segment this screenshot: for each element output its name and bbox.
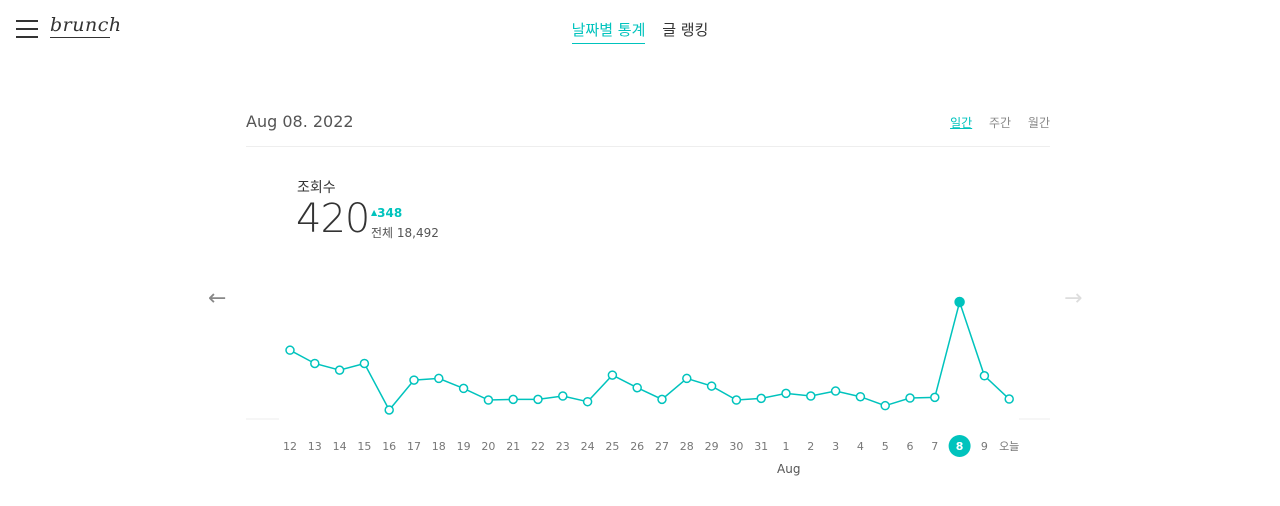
data-point[interactable] <box>756 393 766 404</box>
data-point[interactable] <box>483 395 494 405</box>
data-point[interactable] <box>706 381 717 391</box>
data-point[interactable] <box>533 394 543 405</box>
x-tick-label[interactable]: 23 <box>556 440 570 453</box>
data-point[interactable] <box>657 394 667 405</box>
data-point[interactable] <box>582 396 593 407</box>
data-point[interactable] <box>310 358 320 369</box>
month-label: Aug <box>777 462 801 476</box>
metric-title: 조회수 <box>297 180 336 196</box>
date-row: Aug 08. 2022 일간 주간 월간 <box>246 112 1050 147</box>
x-tick-label[interactable]: 2 <box>807 440 814 453</box>
x-tick-label[interactable]: 5 <box>882 440 889 453</box>
x-tick-label[interactable]: 4 <box>857 440 864 453</box>
data-point[interactable] <box>979 371 990 381</box>
data-point[interactable] <box>930 392 940 403</box>
arrow-left-icon[interactable]: ← <box>208 286 227 311</box>
x-tick-label[interactable]: 9 <box>981 440 988 453</box>
x-tick-label[interactable]: 14 <box>333 440 347 453</box>
x-tick-label[interactable]: 30 <box>729 440 743 453</box>
tab-post-ranking[interactable]: 글 랭킹 <box>662 21 709 39</box>
data-point[interactable] <box>830 386 841 396</box>
x-tick-label[interactable]: 17 <box>407 440 421 453</box>
data-point[interactable] <box>682 373 692 384</box>
data-point[interactable] <box>880 400 890 411</box>
data-point[interactable] <box>558 391 568 401</box>
hamburger-menu-icon[interactable] <box>16 20 38 38</box>
tab-daily-stats[interactable]: 날짜별 통계 <box>571 19 646 44</box>
total-views: 전체 18,492 <box>371 226 439 240</box>
x-tick-label[interactable]: 19 <box>457 440 471 453</box>
data-point[interactable] <box>632 382 642 393</box>
x-tick-label[interactable]: 27 <box>655 440 669 453</box>
x-tick-label[interactable]: 31 <box>754 440 768 453</box>
data-point[interactable] <box>359 358 370 369</box>
x-tick-label[interactable]: 18 <box>432 440 446 453</box>
data-point[interactable] <box>855 391 866 402</box>
data-point[interactable] <box>434 373 444 384</box>
tab-daily[interactable]: 일간 <box>950 116 973 130</box>
brunch-logo[interactable]: brunch <box>50 14 122 36</box>
data-point[interactable] <box>384 405 394 415</box>
x-tick-label[interactable]: 25 <box>605 440 619 453</box>
data-point[interactable] <box>806 391 816 401</box>
x-tick-label[interactable]: 26 <box>630 440 644 453</box>
data-point[interactable] <box>508 394 518 405</box>
data-point[interactable] <box>731 395 742 405</box>
x-tick-label[interactable]: 24 <box>581 440 595 453</box>
delta-badge: ▲348 <box>371 206 402 220</box>
x-tick-label[interactable]: 8 <box>956 440 964 453</box>
range-tabs: 일간 주간 월간 <box>937 114 1050 131</box>
header: brunch 날짜별 통계 글 랭킹 <box>0 0 1280 60</box>
selected-day-badge[interactable] <box>948 435 971 457</box>
data-point[interactable] <box>409 375 419 385</box>
x-tick-label[interactable]: 21 <box>506 440 520 453</box>
x-tick-label[interactable]: 13 <box>308 440 322 453</box>
data-point[interactable] <box>334 365 345 375</box>
x-tick-label[interactable]: 22 <box>531 440 545 453</box>
current-date: Aug 08. 2022 <box>246 112 354 131</box>
x-tick-label[interactable]: 28 <box>680 440 694 453</box>
x-tick-label[interactable]: 3 <box>832 440 839 453</box>
top-nav: 날짜별 통계 글 랭킹 <box>0 19 1280 44</box>
tab-monthly[interactable]: 월간 <box>1027 116 1050 130</box>
logo-underline <box>50 37 110 38</box>
x-tick-label[interactable]: 20 <box>481 440 495 453</box>
data-point[interactable] <box>781 388 791 399</box>
delta-value: 348 <box>377 206 403 220</box>
up-triangle-icon: ▲ <box>371 208 378 217</box>
data-point[interactable] <box>954 296 965 308</box>
x-tick-label[interactable]: 7 <box>931 440 938 453</box>
x-tick-label[interactable]: 29 <box>705 440 719 453</box>
x-tick-label[interactable]: 16 <box>382 440 396 453</box>
data-point[interactable] <box>607 370 618 380</box>
x-tick-label[interactable]: 6 <box>907 440 914 453</box>
x-tick-label[interactable]: 15 <box>357 440 371 453</box>
series-line <box>289 299 1010 412</box>
data-point[interactable] <box>905 393 915 403</box>
x-tick-label[interactable]: 1 <box>783 440 790 453</box>
metric-value: 420 <box>296 196 370 242</box>
data-point[interactable] <box>285 345 295 355</box>
tab-weekly[interactable]: 주간 <box>988 116 1012 130</box>
arrow-right-icon[interactable]: → <box>1064 286 1083 311</box>
x-tick-label[interactable]: 오늘 <box>999 440 1019 453</box>
data-point[interactable] <box>1004 394 1014 404</box>
data-point[interactable] <box>458 383 469 394</box>
x-tick-label[interactable]: 12 <box>283 440 297 453</box>
